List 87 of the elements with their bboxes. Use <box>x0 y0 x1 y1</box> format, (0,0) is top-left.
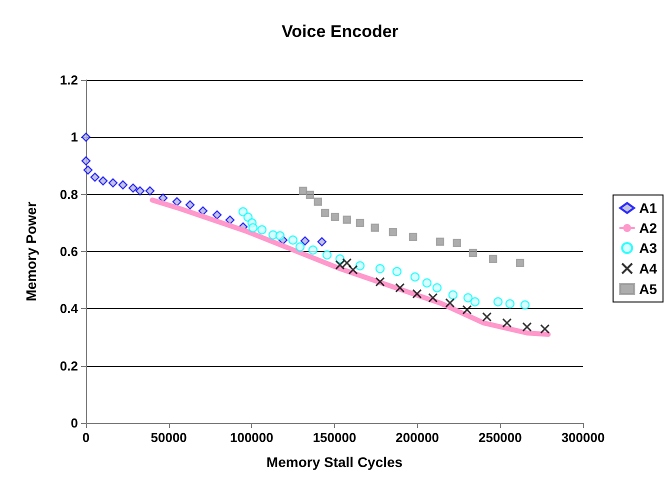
y-tick-label: 0.6 <box>60 244 78 259</box>
point <box>516 258 524 268</box>
y-tick-label: 0.2 <box>60 358 78 374</box>
point <box>410 272 420 282</box>
point <box>288 235 298 245</box>
point <box>248 223 258 232</box>
point <box>198 206 208 216</box>
x-tick-label: 200000 <box>396 430 440 445</box>
point <box>445 298 455 308</box>
point <box>238 207 248 216</box>
legend-label: A3 <box>639 240 658 256</box>
point <box>488 254 498 264</box>
point <box>257 225 267 234</box>
y-axis-title: Memory Power <box>23 201 39 302</box>
point <box>395 283 405 293</box>
point <box>308 245 318 255</box>
point <box>540 324 550 334</box>
y-tick-label: 0.8 <box>60 186 78 202</box>
x-axis-title: Memory Stall Cycles <box>266 454 403 470</box>
point <box>335 260 345 270</box>
point <box>81 132 91 142</box>
point <box>145 186 155 196</box>
point <box>108 178 118 188</box>
point <box>428 293 438 303</box>
point <box>408 232 418 242</box>
point <box>90 172 100 182</box>
point <box>185 200 195 210</box>
x-tick-label: 250000 <box>478 430 522 445</box>
point <box>505 299 515 308</box>
point <box>520 300 530 310</box>
point <box>375 264 385 274</box>
point <box>463 293 473 302</box>
point <box>388 228 398 236</box>
point <box>412 289 422 299</box>
point <box>225 215 235 225</box>
x-tick-label: 0 <box>82 430 90 445</box>
point <box>432 283 442 292</box>
point <box>330 212 340 222</box>
point <box>295 242 305 252</box>
x-tick-label: 50000 <box>150 430 187 445</box>
point <box>322 250 332 260</box>
point <box>470 297 480 306</box>
point <box>275 231 285 240</box>
x-tick-label: 300000 <box>561 430 605 445</box>
point <box>355 261 365 270</box>
point <box>320 208 330 218</box>
legend-label: A5 <box>639 281 658 297</box>
point <box>314 198 322 206</box>
point <box>298 186 308 196</box>
point <box>452 238 462 248</box>
point <box>482 312 492 322</box>
point <box>448 290 458 300</box>
point <box>375 277 385 287</box>
point <box>468 248 478 258</box>
point <box>306 190 314 200</box>
y-tick-label: 1.2 <box>60 72 78 88</box>
point <box>422 278 432 288</box>
point <box>300 236 310 246</box>
point <box>98 176 108 186</box>
point <box>135 186 145 196</box>
x-tick-label: 150000 <box>312 430 356 445</box>
point <box>462 305 472 315</box>
point <box>172 197 182 206</box>
x-tick-label: 100000 <box>230 430 274 445</box>
point <box>83 165 93 175</box>
point <box>370 224 380 232</box>
point <box>212 210 222 220</box>
point <box>317 237 327 246</box>
y-tick-label: 1 <box>70 130 78 145</box>
point <box>118 180 128 190</box>
y-tick-label: 0.4 <box>60 301 79 316</box>
point <box>493 297 503 306</box>
point <box>81 156 91 166</box>
legend-label: A2 <box>639 220 658 236</box>
legend-label: A1 <box>639 200 658 216</box>
y-tick-label: 0 <box>70 416 78 430</box>
point <box>342 216 352 224</box>
point <box>436 238 444 246</box>
point <box>348 265 358 275</box>
chart-title: Voice Encoder <box>282 22 399 41</box>
point <box>392 266 402 276</box>
point <box>522 322 532 332</box>
legend-label: A4 <box>639 260 658 276</box>
point <box>342 258 352 268</box>
point <box>356 218 364 228</box>
point <box>502 318 512 328</box>
point <box>128 183 138 193</box>
